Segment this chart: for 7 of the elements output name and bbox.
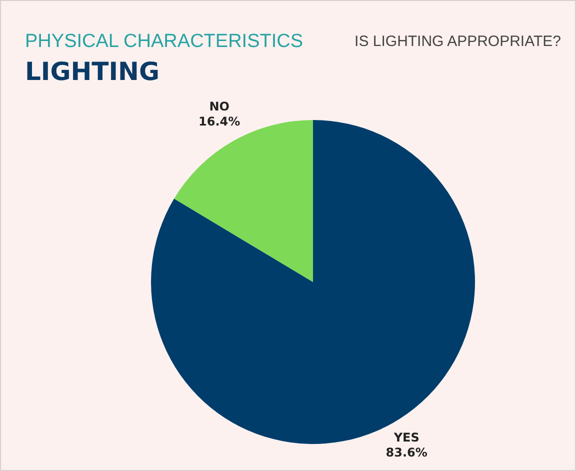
chart-subtitle: PHYSICAL CHARACTERISTICS: [25, 31, 304, 53]
chart-title: LIGHTING: [25, 57, 160, 86]
data-label: 16.4%: [198, 114, 240, 129]
data-label: 83.6%: [386, 445, 428, 460]
slice-label: YES: [392, 430, 420, 444]
slice-label: NO: [209, 100, 230, 114]
text: IS LIGHTING APPROPRIATE?: [354, 33, 561, 50]
